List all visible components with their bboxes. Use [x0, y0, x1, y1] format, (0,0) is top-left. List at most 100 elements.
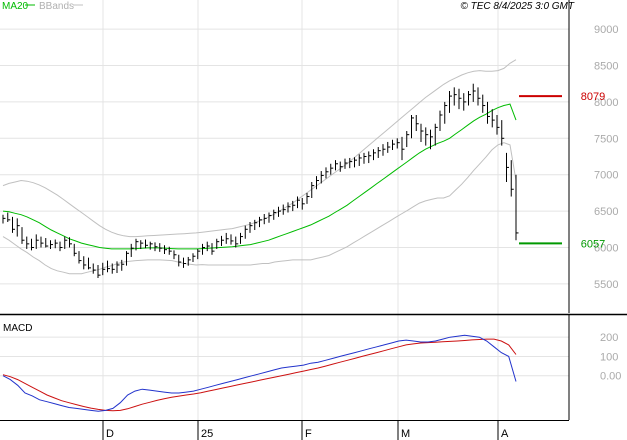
price-tick-label: 7500 — [594, 133, 618, 145]
price-bar — [126, 251, 129, 266]
price-bar — [487, 101, 490, 124]
price-tick-label: 6000 — [594, 242, 618, 254]
price-bar — [145, 239, 148, 249]
price-bar — [339, 161, 343, 172]
price-bar — [178, 254, 182, 267]
price-bar — [316, 176, 319, 190]
price-tick-label: 5500 — [594, 279, 618, 291]
price-bar — [59, 241, 63, 252]
price-bar — [187, 256, 191, 266]
macd-signal-line — [2, 338, 517, 412]
price-bar — [491, 109, 495, 128]
price-panel — [2, 59, 562, 279]
price-bar — [458, 88, 462, 110]
price-bar — [183, 257, 186, 268]
price-bar — [425, 127, 429, 146]
price-bar — [116, 261, 120, 273]
price-bar — [249, 222, 253, 233]
price-bar — [396, 138, 400, 149]
price-bar — [477, 87, 481, 106]
price-bar — [83, 256, 87, 270]
price-bar — [149, 241, 153, 250]
price-bar — [501, 120, 505, 146]
price-tick-label: 8500 — [594, 61, 618, 73]
price-bar — [354, 157, 357, 168]
header-legend: MA20 BBands © TEC 8/4/2025 3:0 GMT — [2, 1, 575, 12]
price-bar — [111, 263, 115, 274]
ma20-line — [2, 103, 517, 250]
price-bar — [320, 171, 324, 184]
price-bar — [373, 149, 376, 161]
price-bar — [430, 129, 433, 150]
price-bar — [311, 181, 315, 198]
price-bar — [368, 151, 372, 164]
price-bar — [73, 243, 77, 257]
price-bar — [173, 250, 177, 260]
price-bar — [515, 174, 519, 241]
price-bar — [349, 157, 353, 169]
price-bar — [468, 90, 471, 106]
price-bar — [197, 248, 201, 260]
price-bar — [439, 110, 443, 132]
price-bar — [411, 115, 414, 139]
price-bar — [273, 209, 277, 220]
macd-panel — [2, 334, 517, 412]
price-tick-label: 6500 — [594, 206, 618, 218]
price-bar — [377, 147, 381, 158]
price-bar — [31, 238, 34, 251]
resistance-label: 8079 — [581, 91, 605, 103]
price-bar — [482, 94, 486, 113]
price-bar — [434, 123, 438, 146]
price-bar — [453, 87, 457, 106]
bband-upper-line — [2, 59, 517, 238]
price-bar — [401, 136, 405, 161]
macd-line — [2, 334, 517, 412]
price-bar — [449, 90, 452, 113]
price-tick-label: 8000 — [594, 97, 618, 109]
macd-panel-title: MACD — [3, 323, 32, 334]
price-bar — [45, 238, 49, 248]
price-bar — [392, 139, 395, 150]
price-bar — [221, 235, 224, 247]
price-bar — [297, 196, 300, 209]
price-bar — [287, 202, 291, 213]
price-bar — [102, 262, 106, 276]
price-bar — [26, 236, 30, 249]
x-tick-label: 25 — [201, 428, 213, 440]
price-bar — [211, 243, 215, 255]
price-bar — [335, 160, 338, 171]
price-bar — [387, 141, 391, 153]
price-tick-label: 7000 — [594, 170, 618, 182]
price-bar — [278, 206, 281, 217]
price-bar — [344, 158, 348, 169]
legend-bbands: BBands — [39, 1, 74, 12]
price-bar — [382, 144, 386, 156]
price-bar — [130, 243, 134, 257]
price-bar — [216, 238, 220, 249]
x-tick-label: F — [305, 428, 312, 440]
price-bar — [292, 200, 296, 212]
axis-labels: D 25 F M A 5500 6000 6500 7000 7500 8000 8500 9000 0.… — [106, 24, 621, 440]
price-bar — [159, 243, 163, 252]
price-bar — [496, 115, 500, 135]
grid — [0, 0, 569, 440]
support-label: 6057 — [581, 238, 605, 250]
price-bar — [54, 239, 58, 249]
price-tick-label: 9000 — [594, 24, 618, 36]
macd-tick-label: 0.00 — [600, 371, 621, 383]
x-tick-label: A — [501, 428, 509, 440]
price-bar — [268, 212, 272, 223]
price-bar — [92, 263, 96, 274]
price-bar — [225, 232, 229, 244]
price-bar — [406, 131, 410, 148]
price-bar — [40, 236, 44, 248]
price-bar — [472, 83, 476, 102]
price-bar — [140, 240, 144, 249]
price-bar — [12, 216, 15, 233]
price-bar — [235, 236, 239, 248]
price-bar — [282, 204, 286, 215]
source-stamp: © TEC 8/4/2025 3:0 GMT — [460, 1, 574, 12]
price-bar — [69, 237, 72, 248]
price-bar — [135, 238, 139, 251]
